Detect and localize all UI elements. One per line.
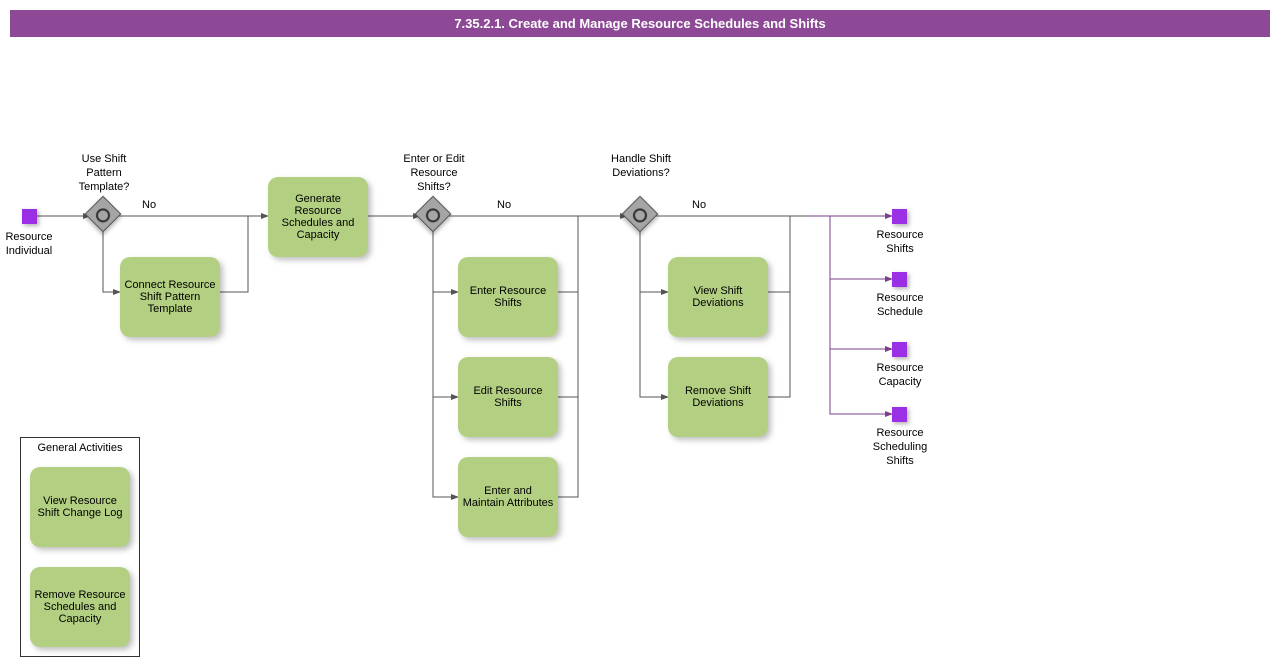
start-event-label: ResourceIndividual	[0, 231, 64, 259]
edge-label-no-3: No	[690, 199, 708, 211]
end-event-scheduling-shifts	[892, 407, 907, 422]
activity-view-change-log: View Resource Shift Change Log	[30, 467, 130, 547]
gateway-deviations	[622, 196, 659, 233]
gateway-enter-edit	[415, 196, 452, 233]
end-event-schedule	[892, 272, 907, 287]
edge-label-no-2: No	[495, 199, 513, 211]
activity-remove-deviations: Remove Shift Deviations	[668, 357, 768, 437]
activity-enter-shifts: Enter Resource Shifts	[458, 257, 558, 337]
gateway-shift-template-label: Use ShiftPatternTemplate?	[62, 153, 146, 194]
activity-maintain-attributes: Enter and Maintain Attributes	[458, 457, 558, 537]
activity-edit-shifts: Edit Resource Shifts	[458, 357, 558, 437]
diagram-title: 7.35.2.1. Create and Manage Resource Sch…	[10, 10, 1270, 37]
general-activities-title: General Activities	[21, 438, 139, 460]
end-event-capacity-label: ResourceCapacity	[858, 362, 942, 390]
start-event	[22, 209, 37, 224]
end-event-shifts	[892, 209, 907, 224]
gateway-deviations-label: Handle ShiftDeviations?	[599, 153, 683, 181]
activity-view-deviations: View Shift Deviations	[668, 257, 768, 337]
gateway-enter-edit-label: Enter or EditResourceShifts?	[392, 153, 476, 194]
activity-connect-template: Connect Resource Shift Pattern Template	[120, 257, 220, 337]
edges-layer	[0, 47, 1280, 667]
end-event-scheduling-shifts-label: ResourceSchedulingShifts	[858, 427, 942, 468]
activity-generate-schedules: Generate Resource Schedules and Capacity	[268, 177, 368, 257]
end-event-schedule-label: ResourceSchedule	[858, 292, 942, 320]
end-event-capacity	[892, 342, 907, 357]
activity-remove-schedules: Remove Resource Schedules and Capacity	[30, 567, 130, 647]
gateway-shift-template	[85, 196, 122, 233]
diagram-canvas: ResourceIndividual Use ShiftPatternTempl…	[0, 47, 1280, 667]
end-event-shifts-label: ResourceShifts	[858, 229, 942, 257]
edge-label-no-1: No	[140, 199, 158, 211]
